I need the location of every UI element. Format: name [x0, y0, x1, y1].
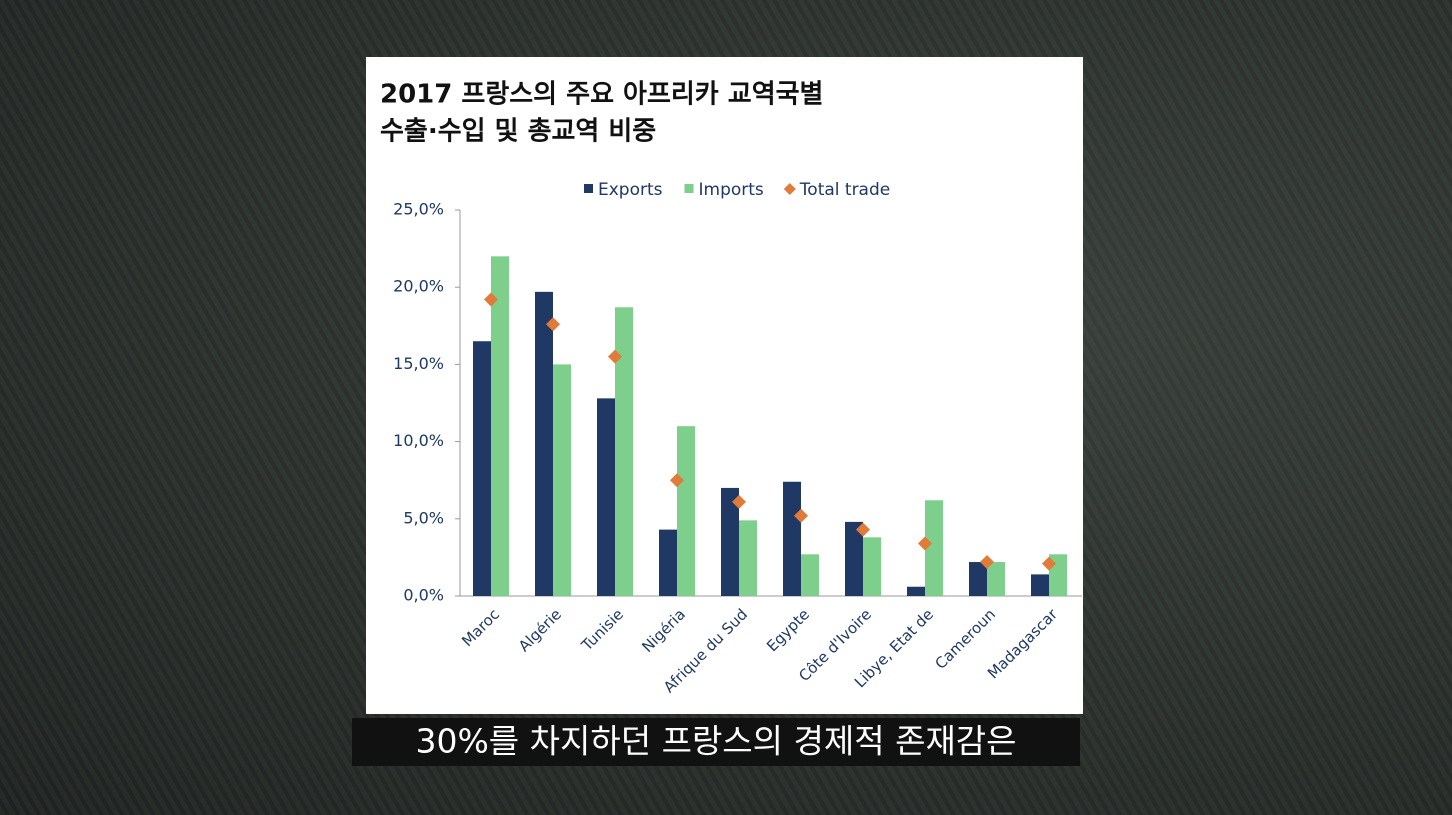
bar: [473, 341, 491, 596]
bar: [987, 562, 1005, 596]
bar: [845, 521, 863, 596]
y-tick-label: 10,0%: [393, 431, 444, 450]
bar: [783, 481, 801, 596]
marker: [1042, 556, 1056, 571]
bar: [969, 562, 987, 596]
legend-marker: [783, 183, 796, 195]
bar: [925, 500, 943, 596]
marker: [546, 317, 560, 332]
bar: [721, 487, 739, 596]
marker: [794, 508, 808, 523]
legend-marker: [584, 184, 593, 193]
y-tick-label: 15,0%: [393, 354, 444, 373]
legend-label: Imports: [699, 180, 764, 200]
marker: [980, 555, 994, 570]
y-tick-label: 25,0%: [393, 200, 444, 219]
bar: [597, 398, 615, 596]
bar: [739, 520, 757, 596]
marker: [484, 292, 498, 307]
bar: [491, 256, 509, 596]
bar: [553, 364, 571, 596]
marker: [732, 494, 746, 509]
bar: [677, 426, 695, 596]
chart-title: 수출·수입 및 총교역 비중: [380, 117, 656, 147]
y-tick-label: 0,0%: [403, 586, 444, 605]
bar: [863, 537, 881, 596]
marker: [608, 349, 622, 364]
legend-label: Exports: [598, 180, 663, 200]
caption-box: [352, 718, 1080, 766]
marker: [918, 536, 932, 551]
y-tick-label: 5,0%: [403, 508, 444, 527]
legend-marker: [684, 184, 694, 193]
bar: [801, 554, 819, 596]
bar: [907, 586, 925, 596]
legend-label: Total trade: [799, 180, 890, 200]
bar: [1031, 574, 1049, 596]
y-tick-label: 20,0%: [393, 277, 444, 296]
chart-title: 2017 프랑스의 주요 아프리카 교역국별: [380, 80, 823, 110]
marker: [856, 522, 870, 537]
caption: 30%를 차지하던 프랑스의 경제적 존재감은: [415, 722, 1016, 761]
bar: [659, 529, 677, 596]
bar: [535, 291, 553, 596]
marker: [670, 473, 684, 488]
bar: [615, 307, 633, 596]
